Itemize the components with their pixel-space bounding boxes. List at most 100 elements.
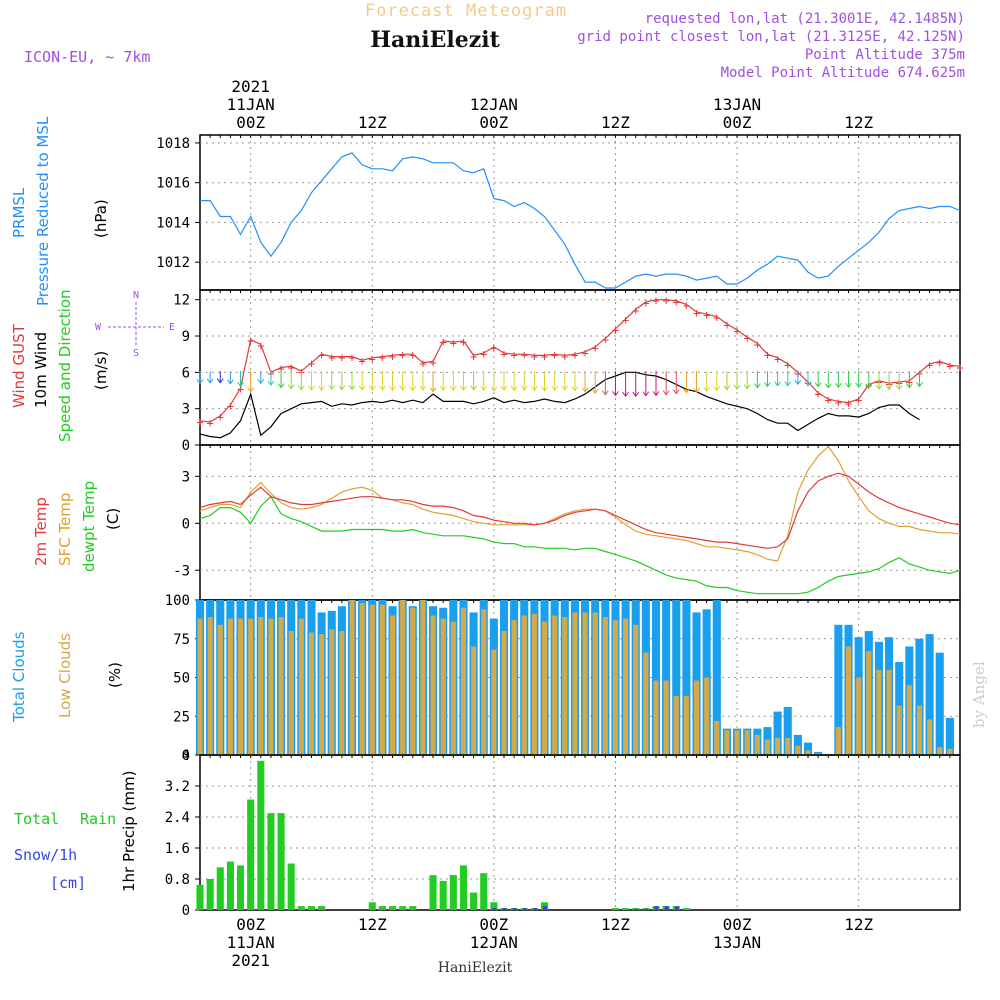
temperature-panel: -3 0 3: [173, 444, 961, 601]
total-cloud-bar: [793, 734, 802, 755]
wind-arrow-head: [287, 384, 295, 390]
precip-frame: [199, 754, 961, 911]
top-hour-label: 12Z: [844, 113, 873, 132]
total-cloud-bar: [773, 711, 782, 755]
wind-arrow-head: [419, 385, 427, 391]
wind-arrow-head: [693, 387, 700, 393]
temp-unit: (C): [104, 508, 122, 530]
wind-arrow-head: [753, 383, 761, 389]
wind-arrow-head: [622, 391, 629, 397]
precip-tick-label: 1.6: [165, 841, 190, 857]
clouds-panel: 0 25 50 75 100: [165, 593, 961, 764]
rain-bar: [247, 799, 255, 910]
cloud-labels: Total Clouds Low Clouds (%): [10, 631, 124, 723]
compass-n: N: [133, 290, 139, 301]
clouds-tick-label: 100: [165, 593, 190, 609]
gust-marker: +: [490, 341, 497, 355]
wind-arrow-head: [429, 387, 437, 393]
low-cloud-bar: [369, 604, 375, 755]
gust-marker: +: [936, 355, 943, 369]
gust-marker: +: [784, 358, 791, 372]
wind-arrow-head: [723, 385, 731, 391]
pressure-label-msl: Pressure Reduced to MSL: [34, 116, 52, 306]
top-hour-label: 00Z: [723, 113, 752, 132]
gust-marker: +: [419, 357, 426, 371]
low-cloud-bar: [906, 685, 912, 755]
wind-arrow-head: [216, 378, 224, 384]
rain-bar: [297, 906, 305, 910]
top-day-label: 12JAN: [470, 95, 518, 114]
rain-bar: [277, 813, 285, 910]
rain-bar: [378, 906, 386, 910]
gust-marker: +: [956, 360, 963, 374]
wind-arrow-head: [885, 385, 893, 391]
chart-title: Forecast Meteogram: [365, 1, 567, 21]
2m-temp-line: [199, 472, 961, 549]
low-cloud-bar: [572, 612, 578, 755]
gust-marker: +: [764, 348, 771, 362]
low-cloud-bar: [471, 646, 477, 755]
low-cloud-bar: [298, 618, 304, 755]
gust-marker: +: [277, 362, 284, 376]
snow-label: Snow/1h: [14, 846, 77, 864]
bottom-hour-label: 12Z: [601, 915, 630, 934]
rain-bar: [429, 875, 437, 910]
rain-bar: [226, 861, 234, 910]
model-altitude: Model Point Altitude 674.625m: [721, 65, 965, 81]
low-cloud-bar: [207, 617, 213, 755]
snow-bar: [644, 908, 649, 910]
clouds-tick-label: 50: [173, 671, 190, 687]
low-cloud-bar: [582, 612, 588, 755]
wind-arrow-head: [531, 385, 538, 391]
gust-marker: +: [825, 393, 832, 407]
low-cloud-bar: [846, 646, 852, 755]
low-cloud-bar: [856, 677, 862, 755]
total-cloud-bar: [672, 600, 681, 755]
gust-marker: +: [855, 393, 862, 407]
snow-bar: [522, 908, 527, 910]
wind-arrow-head: [764, 382, 771, 388]
temp-tick-label: -3: [173, 563, 190, 579]
wind-arrow-head: [865, 383, 873, 389]
low-cloud-bar: [390, 615, 396, 755]
top-year-label: 2021: [231, 77, 270, 96]
top-hour-label: 00Z: [479, 113, 508, 132]
wind-arrow-head: [226, 379, 234, 385]
top-hour-label: 12Z: [358, 113, 387, 132]
total-cloud-bar: [682, 600, 691, 755]
rain-bar: [287, 863, 295, 910]
low-cloud-bar: [562, 617, 568, 755]
wind-arrow-head: [713, 386, 721, 392]
wind-arrow-head: [267, 380, 275, 386]
low-cloud-bar: [359, 603, 365, 755]
low-cloud-bar: [308, 632, 314, 755]
snow-bar: [492, 908, 497, 910]
gust-marker: +: [744, 331, 751, 345]
wind-arrow-head: [520, 385, 528, 391]
wind-arrow-head: [389, 386, 396, 392]
gust-marker: +: [571, 348, 578, 362]
wind-tick-label: 9: [182, 329, 190, 345]
pressure-labels: PRMSL Pressure Reduced to MSL (hPa): [10, 116, 110, 306]
low-cloud-bar: [288, 631, 294, 755]
low-cloud-bar: [694, 680, 700, 755]
sfc-temp-line: [199, 445, 961, 562]
rain-bar: [307, 906, 316, 910]
wind-arrow-head: [591, 388, 599, 394]
low-cloud-bar: [744, 730, 750, 755]
low-cloud-bar: [430, 615, 436, 755]
gust-marker: +: [318, 348, 325, 362]
rain-bar: [388, 906, 397, 910]
low-cloud-bar: [623, 618, 629, 755]
low-cloud-bar: [329, 629, 335, 755]
gust-marker: +: [338, 351, 345, 365]
wind-arrow-head: [774, 381, 781, 387]
rain-bar: [368, 902, 376, 910]
clouds-tick-label: 75: [173, 632, 190, 648]
low-cloud-bar: [815, 753, 821, 755]
wind-tick-label: 3: [182, 402, 190, 418]
gust-marker: +: [460, 335, 467, 349]
rain-bar: [439, 880, 447, 910]
top-hour-label: 00Z: [236, 113, 265, 132]
